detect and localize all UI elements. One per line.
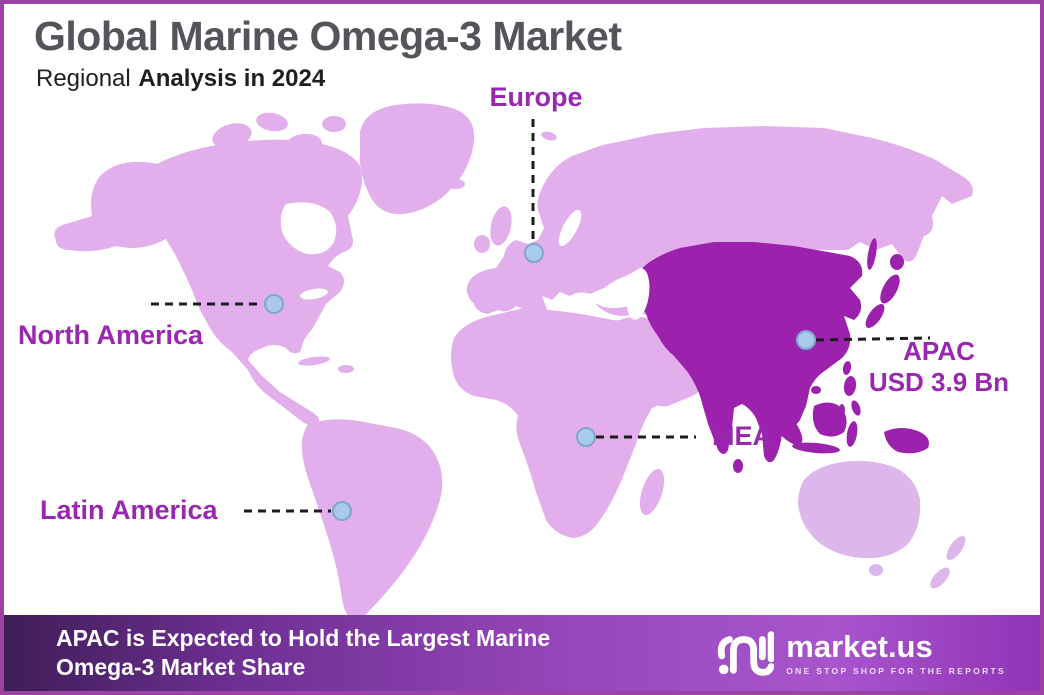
map-shape-africa — [451, 308, 674, 538]
map-shape-eurasia — [466, 126, 973, 346]
map-shape-philippines — [851, 400, 861, 416]
region-label-north-america: North America — [18, 320, 204, 350]
map-shape-new-guinea — [884, 428, 929, 454]
leader-lines-group — [151, 119, 931, 513]
marker-dot-apac — [796, 330, 816, 350]
map-shape-ireland — [474, 235, 490, 253]
bottom-banner: APAC is Expected to Hold the Largest Mar… — [4, 615, 1040, 691]
map-shape-hispaniola — [338, 365, 354, 373]
map-shape-hokkaido — [890, 254, 904, 270]
map-shape-taiwan — [842, 361, 852, 375]
marketus-logo: market.us ONE STOP SHOP FOR THE REPORTS — [716, 626, 1006, 680]
page-subtitle: Regional Analysis in 2024 — [36, 65, 622, 93]
great-lakes — [300, 288, 328, 300]
logo-text-block: market.us ONE STOP SHOP FOR THE REPORTS — [786, 631, 1006, 676]
header: Global Marine Omega-3 Market Regional Ana… — [34, 13, 622, 93]
banner-line-2: Omega-3 Market Share — [56, 654, 306, 680]
marker-dot-north-america — [264, 294, 284, 314]
marker-dot-mea — [576, 427, 596, 447]
map-shape-arctic-island — [256, 112, 288, 132]
apac-market-value: USD 3.9 Bn — [868, 367, 1010, 397]
region-label-europe: Europe — [489, 82, 583, 112]
map-shape-sri-lanka — [733, 459, 743, 473]
logo-name: market.us — [786, 628, 933, 664]
markers-group — [264, 243, 816, 521]
map-shape-honshu — [880, 274, 900, 304]
map-shape-new-zealand — [946, 536, 966, 560]
marker-dot-europe — [524, 243, 544, 263]
map-shape-philippines — [843, 376, 857, 396]
map-shape-borneo — [812, 402, 847, 437]
map-shape-kyushu — [865, 304, 885, 328]
oceania-group — [798, 460, 966, 589]
caspian-sea — [626, 268, 650, 320]
marker-dot-latin-america — [332, 501, 352, 521]
hudson-bay — [280, 202, 337, 255]
map-shape-cuba — [298, 356, 330, 366]
map-shape-svalbard — [541, 131, 557, 141]
map-shape-great-britain — [490, 206, 512, 246]
region-label-latin-america: Latin America — [40, 495, 218, 525]
map-shape-hainan — [811, 386, 821, 394]
apac-label-text: APAC — [903, 336, 975, 366]
subtitle-bold: Analysis in 2024 — [138, 65, 326, 93]
map-shape-new-zealand — [930, 567, 950, 589]
map-shape-arctic-island — [322, 116, 346, 132]
apac-region-group — [637, 238, 929, 473]
map-shape-iceland — [447, 179, 465, 189]
map-shape-sulawesi — [846, 421, 858, 447]
page-title: Global Marine Omega-3 Market — [34, 13, 622, 59]
map-shape-java — [792, 442, 840, 454]
map-shape-south-america — [301, 419, 443, 621]
map-shape-tasmania — [869, 564, 883, 576]
world-map — [54, 103, 973, 621]
baltic-sea — [558, 210, 582, 246]
marketus-logo-icon — [718, 631, 775, 676]
black-sea — [596, 291, 636, 309]
banner-headline: APAC is Expected to Hold the Largest Mar… — [56, 624, 550, 683]
region-label-mea: MEA — [712, 421, 772, 451]
region-label-apac: APAC USD 3.9 Bn — [859, 336, 1019, 398]
banner-line-1: APAC is Expected to Hold the Largest Mar… — [56, 624, 551, 651]
sea-cutouts-group — [280, 202, 636, 309]
leader-line-apac — [815, 336, 931, 342]
map-shape-sumatra — [765, 403, 803, 445]
map-shape-sakhalin — [867, 238, 877, 270]
map-shape-apac-mainland — [637, 242, 863, 463]
map-shape-madagascar — [639, 468, 665, 516]
map-shape-australia — [798, 460, 921, 559]
subtitle-regular: Regional — [36, 65, 131, 93]
map-shape-north-america — [140, 139, 362, 426]
map-shape-greenland — [359, 103, 475, 215]
logo-tagline: ONE STOP SHOP FOR THE REPORTS — [786, 665, 1006, 676]
